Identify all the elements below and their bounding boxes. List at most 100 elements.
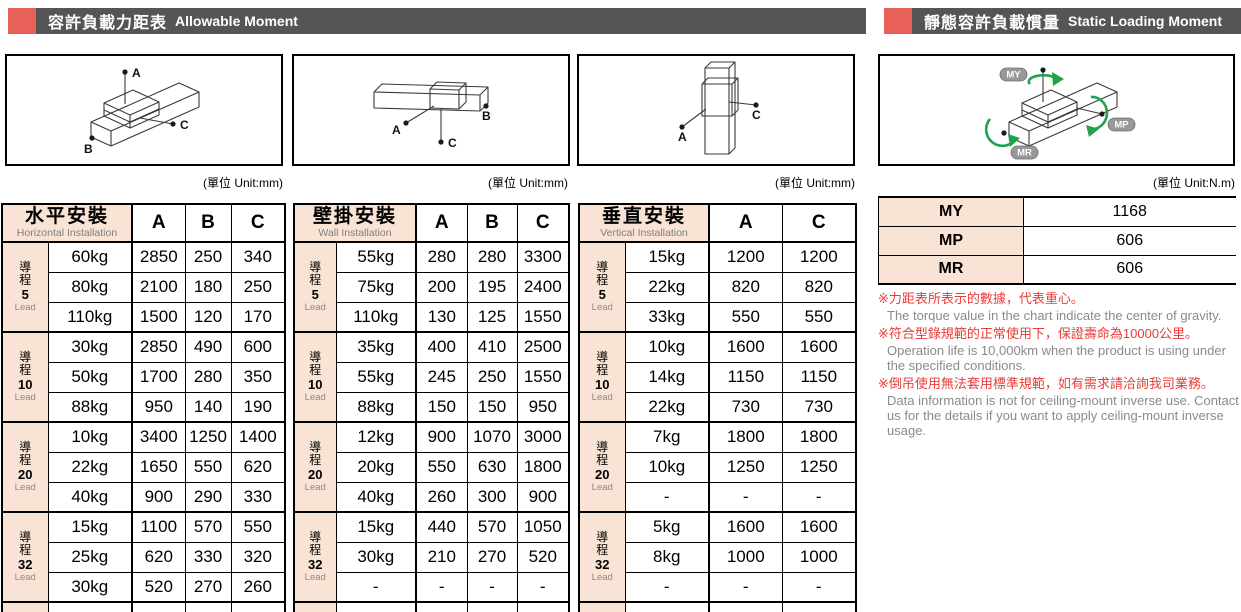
load-cell: 10kg [47, 421, 133, 453]
moment-point-c-dot [438, 139, 444, 145]
moment-point-c-label: C [752, 108, 761, 122]
value-cell: 1800 [516, 451, 570, 483]
value-cell: 1200 [781, 241, 857, 273]
note-item: ※符合型錄規範的正常使用下，保證壽命為10000公里。 Operation lif… [878, 326, 1240, 373]
value-cell: 550 [415, 451, 468, 483]
value-cell: 1800 [781, 421, 857, 453]
value-cell: 1100 [131, 511, 186, 543]
section-header-bar: 靜態容許負載慣量 Static Loading Moment [912, 8, 1241, 34]
table-row: 30kg 520 270 260 [2, 571, 286, 603]
lead-group-label: 導程 10 Lead [1, 331, 49, 423]
table-row: 22kg 730 730 [579, 391, 857, 423]
value-cell: 1500 [131, 301, 186, 333]
load-cell: 50kg [47, 361, 133, 393]
note-text-zh: ※力距表所表示的數據，代表重心。 [878, 291, 1084, 306]
table-row: 40kg 900 290 330 [2, 481, 286, 513]
lead-number: 10 [595, 377, 610, 393]
horizontal-installation-diagram: A C B [5, 54, 283, 166]
column-header-a: A [415, 203, 468, 243]
lead-label-zh: 導程 [309, 349, 322, 378]
load-cell: 22kg [47, 451, 133, 483]
mp-badge-label: MP [1114, 120, 1129, 131]
lead-group-label: 導程 20 Lead [578, 421, 626, 513]
note-item: ※倒吊使用無法套用標準規範，如有需求請洽詢我司業務。 Data informati… [878, 376, 1240, 438]
value-cell: 1250 [708, 451, 783, 483]
lead-label-en: Lead [591, 572, 613, 584]
load-cell: 30kg [47, 331, 133, 363]
mp-axis-dot [1099, 111, 1105, 117]
red-accent-square [884, 8, 912, 34]
mp-badge [1107, 117, 1136, 132]
value-cell: 125 [466, 301, 518, 333]
red-accent-square [8, 8, 36, 34]
section-header-bar: 容許負載力距表 Allowable Moment [36, 8, 866, 34]
moment-point-c-label: C [448, 136, 457, 150]
lead-group-label: 導程 5 Lead [578, 241, 626, 333]
load-cell: 110kg [335, 301, 417, 333]
value-cell: 180 [184, 271, 232, 303]
table-row: 10kg 1250 1250 [579, 451, 857, 483]
load-cell: 7kg [624, 421, 710, 453]
value-cell: 820 [781, 271, 857, 303]
lead-number: 5 [598, 287, 606, 303]
lead-group-label: 導程 20 Lead [293, 421, 337, 513]
load-cell: 35kg [335, 331, 417, 363]
value-cell: 2850 [131, 241, 186, 273]
table-row: 導程 32 Lead 15kg 1100 570 550 [1, 511, 286, 603]
load-cell: 30kg [47, 571, 133, 603]
load-cell: 110kg [47, 301, 133, 333]
table-title-zh: 水平安裝 [24, 205, 109, 227]
table-row: 22kg 820 820 [579, 271, 857, 303]
lead-label-zh: 導程 [309, 439, 322, 468]
note-item: ※力距表所表示的數據，代表重心。 The torque value in the … [878, 291, 1240, 323]
my-axis-dot [1040, 67, 1046, 73]
load-cell: 60kg [47, 241, 133, 273]
lead-label-zh: 導程 [19, 529, 32, 558]
value-cell: 200 [415, 271, 468, 303]
lead-number: 20 [18, 467, 33, 483]
load-cell: - [624, 481, 710, 513]
table-row: 導程 20 Lead 7kg 1800 1800 [578, 421, 857, 513]
lead-label-en: Lead [591, 302, 613, 314]
table-title: 垂直安裝 Vertical Installation [578, 203, 710, 243]
my-badge-label: MY [1006, 70, 1021, 81]
note-text-en: Data information is not for ceiling-moun… [887, 393, 1239, 438]
table-row: --- [579, 571, 857, 603]
moment-point-b-label: B [84, 142, 93, 156]
table-row: 導程 10 Lead 10kg 1600 1600 [578, 331, 857, 423]
section-title-zh: 靜態容許負載慣量 [924, 15, 1061, 32]
load-cell: 12kg [335, 421, 417, 453]
lead-number: 32 [595, 557, 610, 573]
value-cell: 1000 [708, 541, 783, 573]
section-title-en: Allowable Moment [175, 13, 298, 29]
value-cell: 730 [781, 391, 857, 423]
value-cell: 1550 [516, 361, 570, 393]
table-row: ---- [294, 571, 570, 603]
moment-point-a-dot [403, 120, 409, 126]
load-cell: 88kg [47, 391, 133, 423]
load-cell: 10kg [624, 331, 710, 363]
value-cell: 195 [466, 271, 518, 303]
moment-point-b-label: B [482, 109, 491, 123]
value-cell: 150 [466, 391, 518, 423]
lead-label-zh: 導程 [19, 349, 32, 378]
table-row: 導程 10 Lead 30kg 2850 490 600 [1, 331, 286, 423]
lead-number: 32 [308, 557, 323, 573]
load-cell: 80kg [47, 271, 133, 303]
lead-label-en: Lead [304, 302, 326, 314]
load-cell: 5kg [624, 511, 710, 543]
value-cell: 520 [131, 571, 186, 603]
value-cell: 330 [230, 481, 286, 513]
value-cell: 350 [230, 361, 286, 393]
value-cell: 280 [466, 241, 518, 273]
moment-point-a-label: A [392, 123, 401, 137]
column-header-c: C [781, 203, 857, 243]
table-row: 40kg 260 300 900 [294, 481, 570, 513]
column-header-b: B [466, 203, 518, 243]
load-cell: 88kg [335, 391, 417, 423]
value-cell: 1050 [516, 511, 570, 543]
column-header-b: B [184, 203, 232, 243]
clipped-row [293, 601, 570, 612]
value-cell: - [466, 571, 518, 603]
table-row: 導程 20 Lead 12kg 900 1070 3000 [293, 421, 570, 513]
